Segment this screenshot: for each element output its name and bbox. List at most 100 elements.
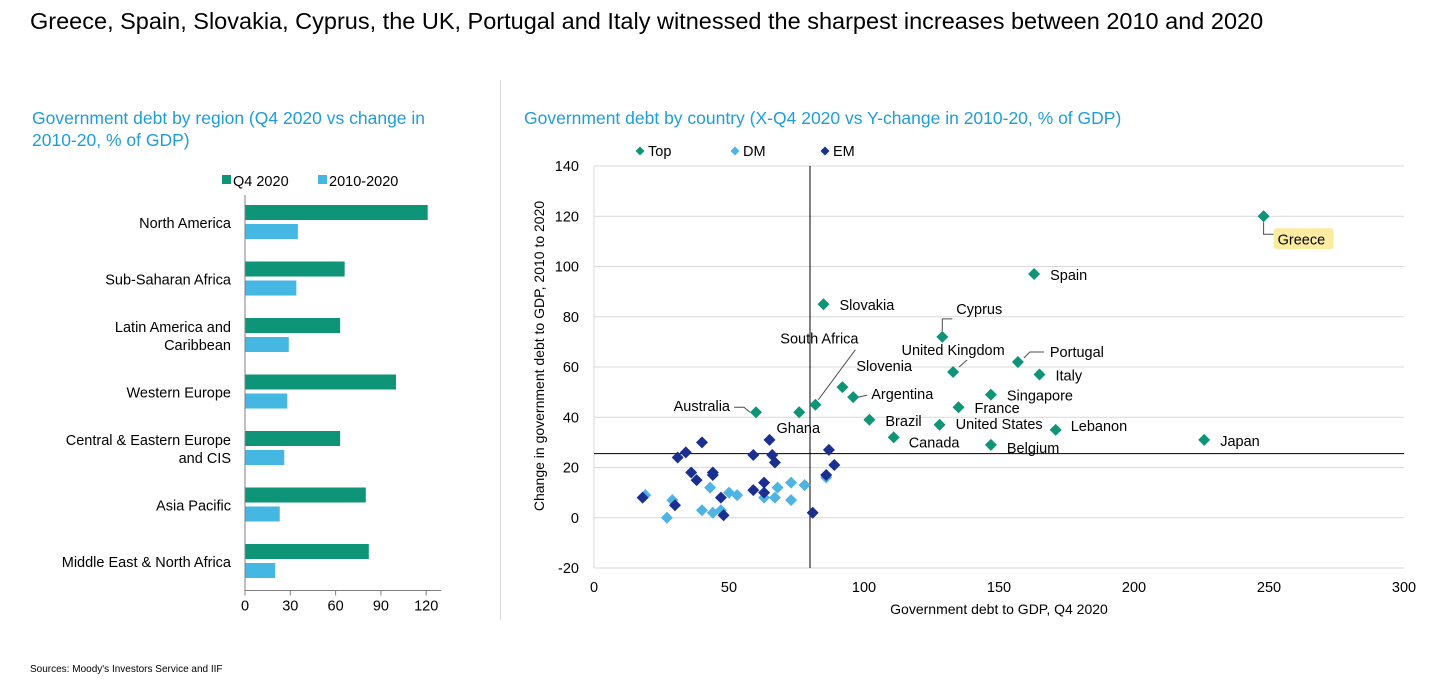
- category-label: Western Europe: [126, 386, 231, 402]
- point-em: [690, 474, 703, 487]
- bar-q4-2020: [245, 261, 345, 277]
- legend-label-dm: DM: [743, 144, 766, 160]
- point-em: [706, 469, 719, 482]
- legend-swatch-q4: [222, 175, 231, 184]
- point-label: Canada: [909, 435, 961, 451]
- point-label: Cyprus: [956, 302, 1002, 318]
- point-top: [1033, 368, 1046, 381]
- point-em: [822, 443, 835, 456]
- point-dm: [785, 476, 798, 489]
- legend-label-change: 2010-2020: [329, 174, 398, 190]
- point-label: Australia: [674, 399, 731, 415]
- category-label: Latin America and: [115, 320, 231, 336]
- point-em: [671, 451, 684, 464]
- label-leader-line: [958, 359, 968, 368]
- scatter-y-tick-label: 0: [571, 511, 579, 527]
- point-top: [793, 406, 806, 419]
- scatter-y-tick-label: 40: [563, 410, 579, 426]
- point-top: [952, 401, 965, 414]
- bar-change-2010-2020: [245, 450, 285, 465]
- point-em: [763, 433, 776, 446]
- scatter-y-tick-label: 80: [563, 310, 579, 326]
- scatter-x-axis-title: Government debt to GDP, Q4 2020: [890, 601, 1108, 617]
- label-leader-line: [858, 394, 868, 398]
- category-label: Caribbean: [164, 338, 231, 354]
- scatter-y-tick-label: 100: [555, 260, 579, 276]
- point-top: [947, 366, 960, 379]
- point-label: Greece: [1278, 232, 1326, 248]
- category-label: Sub-Saharan Africa: [105, 273, 232, 289]
- point-top: [1198, 433, 1211, 446]
- point-em: [669, 499, 681, 512]
- point-top: [817, 298, 830, 311]
- region-chart-title: Government debt by region (Q4 2020 vs ch…: [32, 108, 426, 150]
- country-chart-title: Government debt by country (X-Q4 2020 vs…: [524, 108, 1122, 128]
- scatter-x-tick-label: 100: [852, 580, 876, 596]
- point-label: Italy: [1056, 369, 1083, 385]
- bar-x-tick-label: 120: [414, 599, 438, 615]
- greece-label-highlight: [1273, 228, 1334, 250]
- point-top: [1257, 210, 1270, 223]
- point-top: [933, 418, 946, 431]
- country-scatter-chart: -20 0 20 40 60 80 100 120 140 0 50 100 150 200 250 300 G…: [531, 144, 1416, 617]
- bar-q4-2020: [245, 487, 366, 503]
- point-em: [747, 448, 760, 461]
- scatter-y-tick-label: 140: [555, 159, 579, 175]
- source-note: Sources: Moody's Investors Service and I…: [30, 664, 223, 675]
- point-label: Slovakia: [840, 298, 896, 314]
- scatter-y-axis-title: Change in government debt to GDP, 2010 t…: [531, 201, 547, 512]
- point-top: [1049, 423, 1062, 436]
- point-dm: [704, 481, 717, 494]
- scatter-x-tick-label: 150: [987, 580, 1011, 596]
- bar-change-2010-2020: [245, 280, 297, 296]
- panel-divider: [500, 80, 501, 620]
- scatter-x-tick-label: 200: [1122, 580, 1146, 596]
- bar-q4-2020: [245, 431, 341, 446]
- bar-change-2010-2020: [245, 393, 288, 409]
- point-top: [984, 388, 997, 401]
- scatter-x-tick-label: 250: [1257, 580, 1281, 596]
- bar-q4-2020: [245, 544, 369, 559]
- point-top: [750, 406, 762, 419]
- bar-change-2010-2020: [245, 563, 276, 578]
- point-em: [820, 469, 833, 482]
- point-dm: [798, 479, 811, 492]
- scatter-y-tick-label: 60: [563, 360, 579, 376]
- point-dm: [768, 491, 781, 504]
- bar-x-tick-label: 60: [328, 599, 344, 615]
- point-top: [836, 381, 849, 394]
- label-leader-line: [1023, 351, 1044, 359]
- point-em: [758, 486, 771, 499]
- label-leader-line: [1263, 222, 1274, 235]
- point-em: [758, 476, 771, 489]
- point-dm: [731, 489, 744, 502]
- bar-q4-2020: [245, 205, 428, 220]
- label-leader-line: [817, 349, 856, 400]
- point-top: [847, 391, 860, 404]
- point-label: Japan: [1220, 434, 1260, 450]
- scatter-y-tick-label: 120: [555, 209, 579, 225]
- point-top: [809, 398, 822, 411]
- point-em: [768, 456, 781, 469]
- bar-change-2010-2020: [245, 506, 280, 522]
- point-label: South Africa: [780, 332, 859, 348]
- category-label: Asia Pacific: [156, 499, 231, 515]
- point-label: France: [975, 401, 1020, 417]
- legend-label-q4: Q4 2020: [233, 174, 289, 190]
- category-label: Central & Eastern Europe: [66, 433, 231, 449]
- point-label: Spain: [1050, 268, 1087, 284]
- bar-change-2010-2020: [245, 337, 289, 352]
- point-label: Brazil: [885, 414, 921, 430]
- point-dm: [696, 504, 708, 517]
- point-em: [806, 506, 819, 519]
- scatter-y-tick-label: -20: [558, 561, 579, 577]
- point-label: Singapore: [1007, 389, 1073, 405]
- point-top: [1028, 268, 1041, 281]
- point-top: [1011, 355, 1024, 368]
- bar-x-tick-label: 90: [373, 599, 389, 615]
- label-leader-line: [734, 406, 751, 413]
- point-em: [685, 466, 698, 479]
- point-em: [696, 436, 708, 449]
- point-dm: [714, 504, 727, 517]
- category-label: and CIS: [179, 451, 231, 467]
